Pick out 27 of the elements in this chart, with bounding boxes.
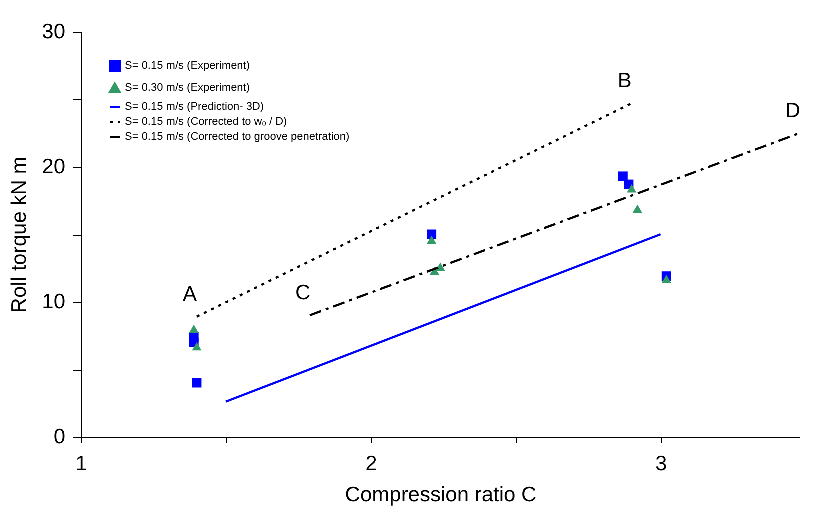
point [632,204,642,213]
point [662,274,672,284]
x-tick-label: 1 [76,452,88,476]
y-axis-title: Roll torque kN m [8,156,32,314]
y-tick-label: 10 [42,290,66,314]
y-tick-label: 20 [42,156,66,178]
point [627,184,637,193]
x-axis-title: Compression ratio C [345,484,537,506]
legend-label: S= 0.15 m/s (Prediction- 3D) [125,101,264,113]
point [189,324,199,334]
y-tick-label: 30 [42,20,66,44]
x-tick-label: 3 [655,452,668,476]
annotation: A [182,282,197,306]
point [192,342,202,351]
legend-label: S= 0.15 m/s (Experiment) [125,60,250,72]
point [427,236,437,244]
annotation: C [295,282,311,304]
point [436,262,446,272]
legend-label: S= 0.15 m/s (Corrected to groove penetration) [125,131,350,143]
legend-label: S= 0.30 m/s (Experiment) [125,82,250,94]
point [192,378,202,388]
annotation: B [618,70,632,93]
x-tick-label: 2 [366,452,378,476]
annotation: D [785,99,801,122]
legend-label: S= 0.15 m/s (Corrected to wₒ / D) [125,116,288,128]
point [618,172,628,182]
y-tick-label: 0 [54,426,66,448]
